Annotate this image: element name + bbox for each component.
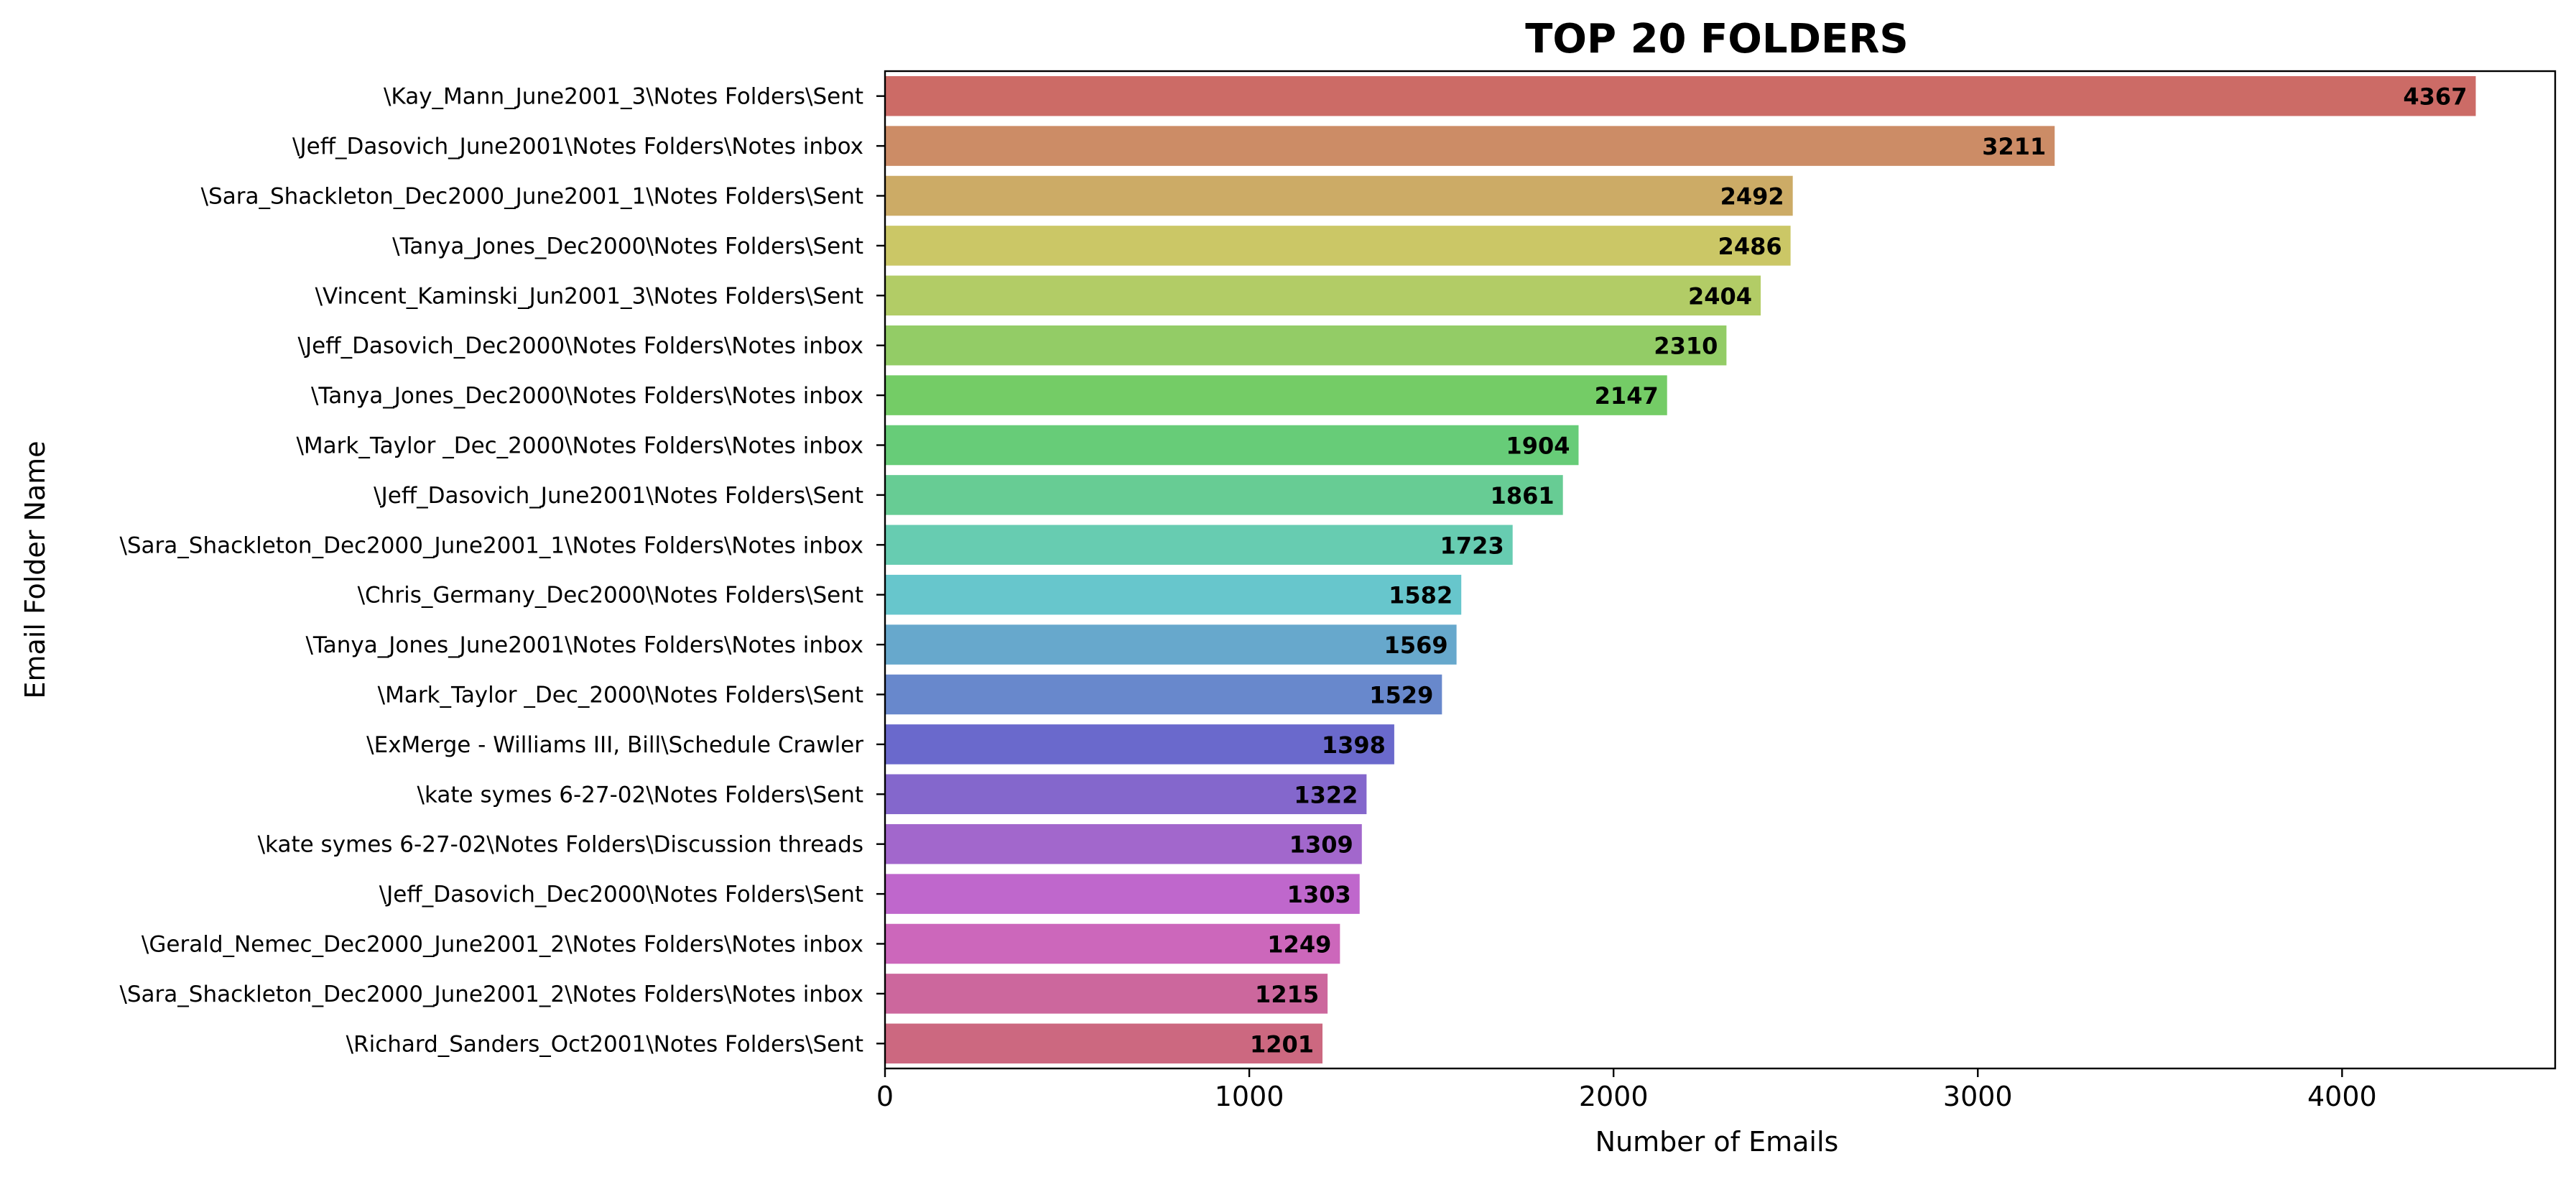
- bar: [885, 1023, 1323, 1064]
- bar-value-label: 1215: [1255, 981, 1319, 1008]
- y-tick-label: \Chris_Germany_Dec2000\Notes Folders\Sen…: [358, 583, 863, 609]
- y-tick-label: \Jeff_Dasovich_June2001\Notes Folders\Se…: [374, 483, 863, 509]
- plot-frame: [884, 70, 2557, 1070]
- bar: [885, 475, 1563, 515]
- bar: [885, 674, 1442, 715]
- bar: [885, 774, 1367, 815]
- bar: [885, 574, 1462, 615]
- bar: [885, 974, 1328, 1014]
- y-tick-label: \ExMerge - Williams III, Bill\Schedule C…: [366, 732, 863, 758]
- bar-value-label: 1309: [1289, 831, 1353, 859]
- x-tick-label: 1000: [1215, 1081, 1284, 1112]
- y-tick-label: \Gerald_Nemec_Dec2000_June2001_2\Notes F…: [142, 932, 863, 958]
- y-tick-label: \Sara_Shackleton_Dec2000_June2001_1\Note…: [119, 532, 863, 558]
- y-tick-label: \kate symes 6-27-02\Notes Folders\Discus…: [258, 832, 863, 858]
- y-tick-label: \Sara_Shackleton_Dec2000_June2001_1\Note…: [201, 184, 863, 210]
- bar-value-label: 2147: [1595, 382, 1659, 410]
- bar: [885, 175, 1793, 216]
- bar: [885, 624, 1457, 665]
- x-tick-label: 3000: [1943, 1081, 2013, 1112]
- bar-value-label: 1582: [1389, 582, 1453, 609]
- y-tick-label: \Tanya_Jones_June2001\Notes Folders\Note…: [305, 632, 863, 658]
- bar-value-label: 1303: [1287, 881, 1351, 908]
- y-tick-label: \Jeff_Dasovich_June2001\Notes Folders\No…: [292, 134, 863, 160]
- bar: [885, 724, 1394, 765]
- y-tick-label: \Tanya_Jones_Dec2000\Notes Folders\Notes…: [311, 383, 863, 409]
- bar: [885, 375, 1667, 415]
- y-tick-label: \Tanya_Jones_Dec2000\Notes Folders\Sent: [392, 234, 863, 259]
- bar-value-label: 2310: [1654, 333, 1718, 360]
- bar: [885, 126, 2055, 166]
- bar-value-label: 1249: [1267, 931, 1331, 959]
- chart-title: TOP 20 FOLDERS: [1525, 16, 1909, 63]
- bar-value-label: 4367: [2403, 83, 2467, 111]
- bar-value-label: 1861: [1491, 482, 1555, 509]
- y-tick-label: \Jeff_Dasovich_Dec2000\Notes Folders\Not…: [298, 333, 863, 359]
- bar-value-label: 2486: [1718, 233, 1782, 260]
- y-tick-label: \Sara_Shackleton_Dec2000_June2001_2\Note…: [119, 982, 863, 1007]
- x-tick-label: 4000: [2307, 1081, 2377, 1112]
- bar-value-label: 3211: [1982, 133, 2046, 160]
- y-axis-label: Email Folder Name: [19, 440, 51, 698]
- y-tick-label: \kate symes 6-27-02\Notes Folders\Sent: [417, 782, 863, 808]
- bar: [885, 75, 2476, 116]
- y-tick-label: \Vincent_Kaminski_Jun2001_3\Notes Folder…: [315, 283, 863, 309]
- y-tick-label: \Kay_Mann_June2001_3\Notes Folders\Sent: [384, 84, 863, 110]
- bar-value-label: 1904: [1506, 433, 1570, 460]
- x-tick-label: 2000: [1579, 1081, 1649, 1112]
- bar-value-label: 2492: [1720, 183, 1784, 211]
- bar: [885, 525, 1513, 565]
- x-axis-label: Number of Emails: [1595, 1126, 1839, 1158]
- bar-value-label: 1201: [1250, 1030, 1314, 1058]
- y-tick-label: \Mark_Taylor _Dec_2000\Notes Folders\Not…: [296, 433, 863, 459]
- bar-value-label: 1398: [1322, 731, 1386, 759]
- bar: [885, 325, 1727, 366]
- bar-value-label: 1322: [1294, 781, 1358, 808]
- bar-value-label: 1723: [1440, 532, 1504, 559]
- bar-value-label: 1569: [1384, 632, 1448, 659]
- bar: [885, 275, 1761, 316]
- bar: [885, 823, 1362, 864]
- bar-value-label: 1529: [1369, 682, 1433, 709]
- y-tick-label: \Mark_Taylor _Dec_2000\Notes Folders\Sen…: [378, 683, 863, 708]
- x-tick-label: 0: [876, 1081, 894, 1112]
- bar-value-label: 2404: [1688, 282, 1752, 310]
- plot-area: 4367 \Kay_Mann_June2001_3\Notes Folders\S…: [119, 70, 2557, 1112]
- y-tick-label: \Jeff_Dasovich_Dec2000\Notes Folders\Sen…: [379, 882, 863, 908]
- y-tick-label: \Richard_Sanders_Oct2001\Notes Folders\S…: [346, 1031, 863, 1057]
- bar: [885, 923, 1340, 964]
- bar: [885, 874, 1360, 914]
- bar: [885, 226, 1791, 266]
- bar: [885, 425, 1579, 466]
